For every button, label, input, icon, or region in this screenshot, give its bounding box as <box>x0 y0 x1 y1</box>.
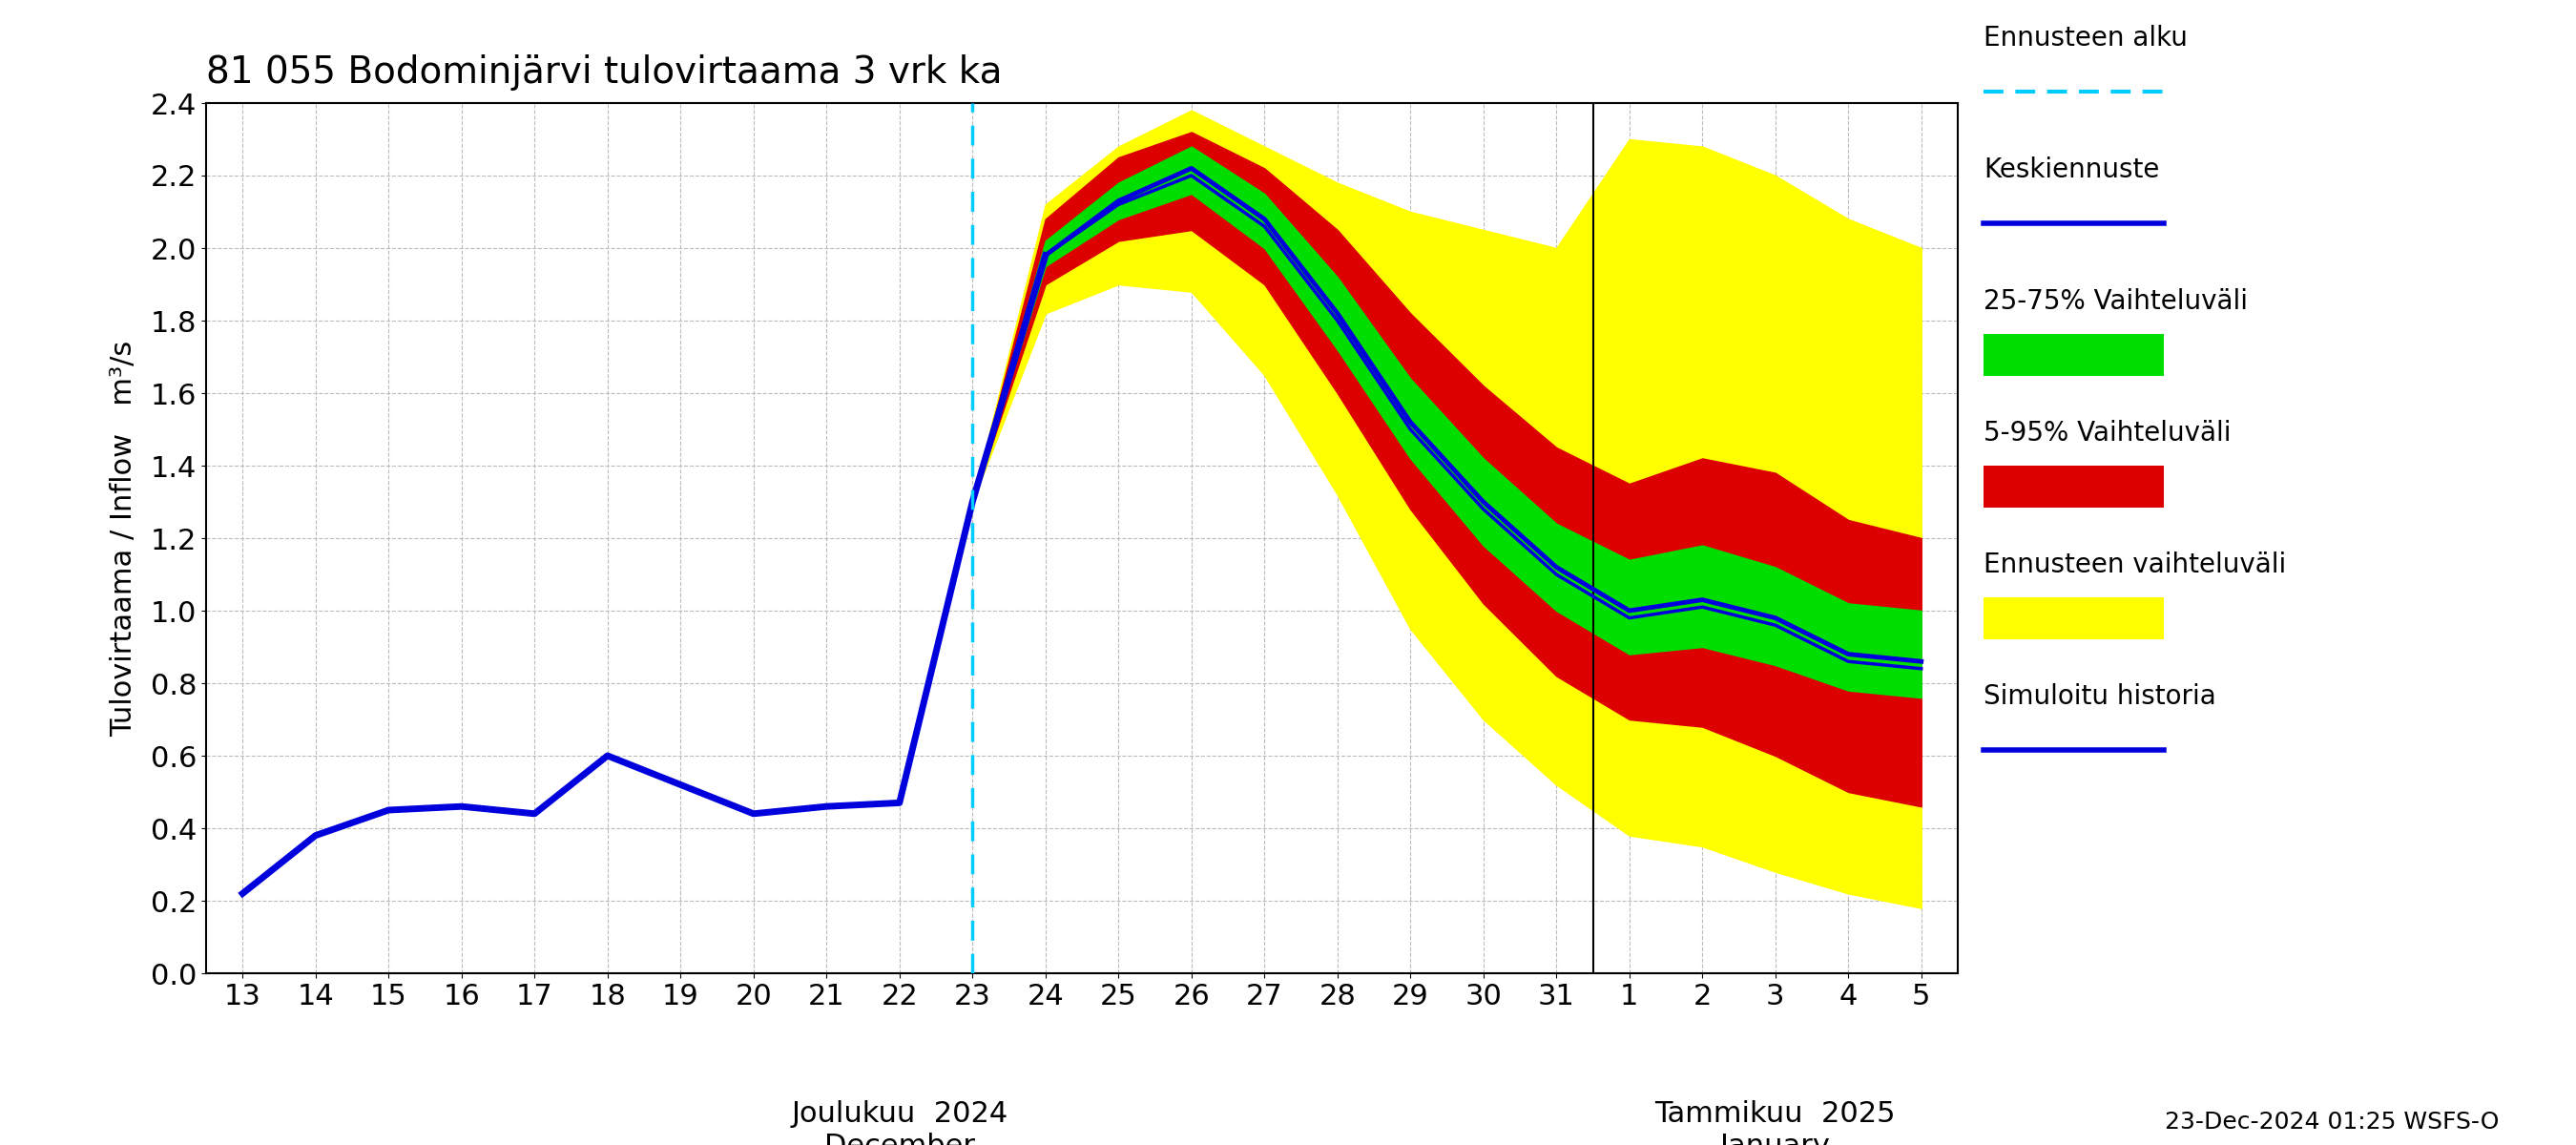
Text: Simuloitu historia: Simuloitu historia <box>1984 684 2215 710</box>
Text: Ennusteen vaihteluväli: Ennusteen vaihteluväli <box>1984 552 2287 578</box>
Text: Keskiennuste: Keskiennuste <box>1984 157 2159 183</box>
Text: Ennusteen alku: Ennusteen alku <box>1984 25 2187 52</box>
Y-axis label: Tulovirtaama / Inflow   m³/s: Tulovirtaama / Inflow m³/s <box>111 340 137 736</box>
Text: 5-95% Vaihteluväli: 5-95% Vaihteluväli <box>1984 420 2231 447</box>
Text: Tammikuu  2025
January: Tammikuu 2025 January <box>1654 1100 1896 1145</box>
Text: Joulukuu  2024
December: Joulukuu 2024 December <box>791 1100 1007 1145</box>
Text: 81 055 Bodominjärvi tulovirtaama 3 vrk ka: 81 055 Bodominjärvi tulovirtaama 3 vrk k… <box>206 55 1002 90</box>
Text: 23-Dec-2024 01:25 WSFS-O: 23-Dec-2024 01:25 WSFS-O <box>2164 1111 2499 1134</box>
Text: 25-75% Vaihteluväli: 25-75% Vaihteluväli <box>1984 289 2249 315</box>
